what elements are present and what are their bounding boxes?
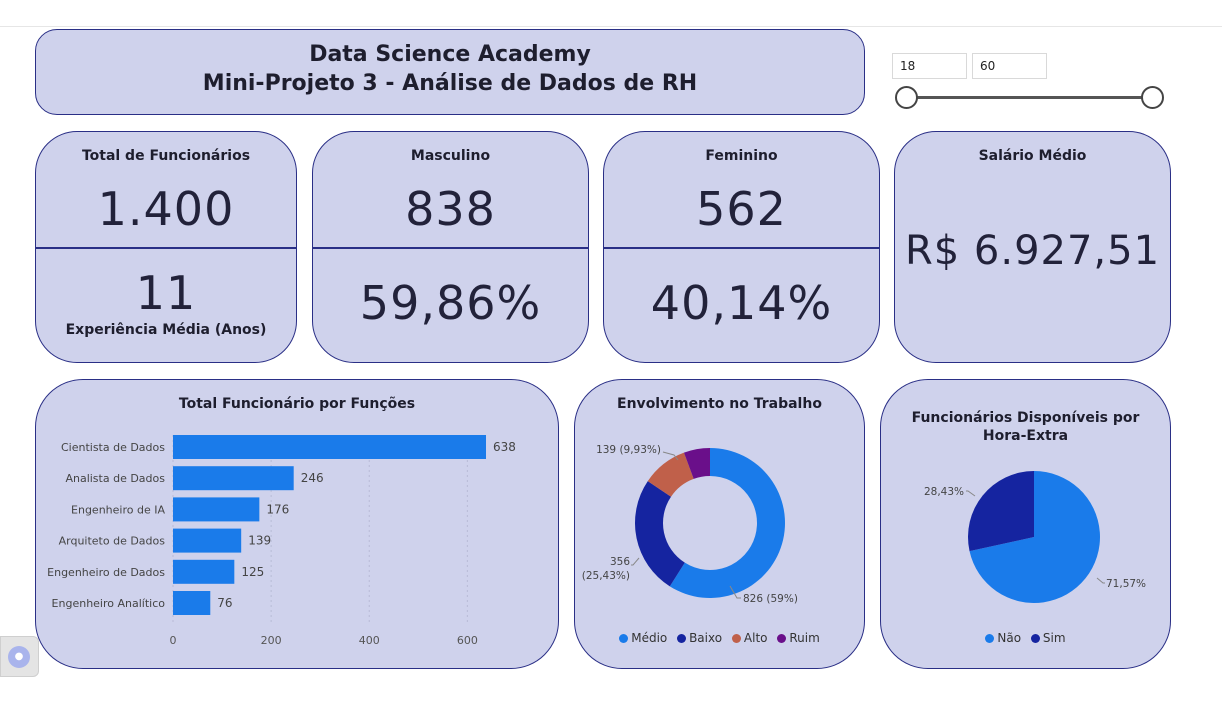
bar-value-label: 176 [266,502,289,516]
engagement-chart-title: Envolvimento no Trabalho [617,396,822,412]
legend-item-ruim[interactable]: Ruim [777,631,820,645]
pie-leader-line [966,490,976,497]
legend-dot [1030,634,1040,643]
overtime-legend: Não Sim [881,631,1170,645]
bar-category-label: Cientista de Dados [61,441,165,454]
pie-label-sim: 28,43% [924,486,964,498]
donut-label-baixo: 356 [610,556,630,568]
legend-item-nao[interactable]: Não [985,631,1021,645]
kpi-male-pct: 59,86% [359,276,542,330]
overtime-chart-title-1: Funcionários Disponíveis por [911,410,1140,426]
bar[interactable] [173,466,294,491]
kpi-salary-value: R$ 6.927,51 [904,228,1161,274]
bar-category-label: Analista de Dados [65,472,165,485]
top-divider [0,26,1222,27]
kpi-male-label: Masculino [410,148,491,164]
assistant-icon: ● [8,646,30,668]
bar-category-label: Engenheiro de IA [71,503,165,516]
roles-bar-chart: 0 200 400 600 Cientista de Dados 638 Analista … [47,435,516,647]
overtime-chart-card: Funcionários Disponíveis por Hora-Extra … [880,379,1171,669]
slicer-min-input[interactable]: 18 [892,53,967,79]
donut-leader-line [631,557,640,566]
kpi-female-pct: 40,14% [650,276,833,330]
bar-x-tick: 600 [457,634,478,647]
kpi-total-label: Total de Funcionários [81,148,251,164]
kpi-experience-label: Experiência Média (Anos) [65,322,267,338]
pie-leader-line [1096,577,1105,584]
kpi-divider [604,247,879,249]
bar-value-label: 139 [248,534,271,548]
overtime-chart-title-2: Hora-Extra [982,428,1069,444]
kpi-experience-value: 11 [135,266,197,320]
legend-dot [619,634,629,643]
overtime-pie-chart: 71,57% 28,43% [924,471,1146,603]
legend-label: Sim [1042,631,1066,645]
title-line-2: Mini-Projeto 3 - Análise de Dados de RH [202,71,698,96]
engagement-legend: Médio Baixo Alto Ruim [575,631,864,645]
legend-item-medio[interactable]: Médio [619,631,667,645]
donut-slice[interactable] [635,481,685,587]
roles-chart-title: Total Funcionário por Funções [178,396,416,412]
kpi-total-card: Total de Funcionários 1.400 11 Experiênc… [35,131,297,363]
bar[interactable] [173,435,487,459]
bar-x-tick: 200 [261,634,282,647]
pie-label-nao: 71,57% [1106,578,1146,590]
bar-value-label: 246 [301,471,324,485]
kpi-female-value: 562 [696,182,787,236]
bar-category-label: Arquiteto de Dados [59,535,166,548]
kpi-salary-label: Salário Médio [978,148,1087,164]
bar-value-label: 638 [493,440,516,454]
slider-handle-min[interactable] [895,86,918,109]
kpi-male-value: 838 [405,182,496,236]
slicer-max-input[interactable]: 60 [972,53,1047,79]
bar-x-tick: 0 [170,634,177,647]
bar[interactable] [173,528,242,553]
roles-chart-card: Total Funcionário por Funções 0 200 400 600… [35,379,559,669]
legend-dot [731,634,741,643]
bar[interactable] [173,559,235,584]
bar-category-label: Engenheiro de Dados [47,566,165,579]
pie-slice[interactable] [969,471,1100,603]
legend-item-baixo[interactable]: Baixo [677,631,722,645]
donut-leader-line [662,451,679,461]
legend-label: Não [997,631,1022,645]
kpi-female-label: Feminino [705,148,778,164]
bar-category-label: Engenheiro Analítico [52,597,166,610]
donut-leader-line [729,585,741,599]
kpi-divider [313,247,588,249]
legend-item-sim[interactable]: Sim [1030,631,1066,645]
kpi-divider [36,247,296,249]
donut-label-baixo-pct: (25,43%) [582,570,630,582]
kpi-female-card: Feminino 562 40,14% [603,131,880,363]
donut-slice[interactable] [669,448,785,598]
pie-slice[interactable] [968,471,1034,552]
title-card: Data Science Academy Mini-Projeto 3 - An… [35,29,865,115]
title-line-1: Data Science Academy [309,42,591,67]
bar[interactable] [173,591,211,615]
bar-x-tick: 400 [359,634,380,647]
legend-label: Baixo [689,631,723,645]
slider-handle-max[interactable] [1141,86,1164,109]
legend-dot [677,634,687,643]
engagement-donut-chart: 826 (59%) 356 (25,43%) 139 (9,93%) [582,444,798,605]
bar-value-label: 125 [241,565,264,579]
donut-label-alto: 139 (9,93%) [596,444,661,456]
kpi-male-card: Masculino 838 59,86% [312,131,589,363]
donut-label-medio: 826 (59%) [743,593,798,605]
assistant-button[interactable]: ● [0,636,39,677]
kpi-total-value: 1.400 [97,182,235,236]
bar-value-label: 76 [217,596,232,610]
legend-label: Alto [743,631,768,645]
engagement-chart-card: Envolvimento no Trabalho 826 (59%) 356 (25… [574,379,865,669]
legend-dot [777,634,787,643]
donut-slice[interactable] [683,448,710,479]
legend-item-alto[interactable]: Alto [731,631,768,645]
legend-dot [985,634,995,643]
donut-slice[interactable] [647,452,694,497]
kpi-salary-card: Salário Médio R$ 6.927,51 [894,131,1171,363]
slider-track[interactable] [906,96,1152,99]
legend-label: Médio [631,631,668,645]
legend-label: Ruim [789,631,820,645]
bar[interactable] [173,497,260,522]
